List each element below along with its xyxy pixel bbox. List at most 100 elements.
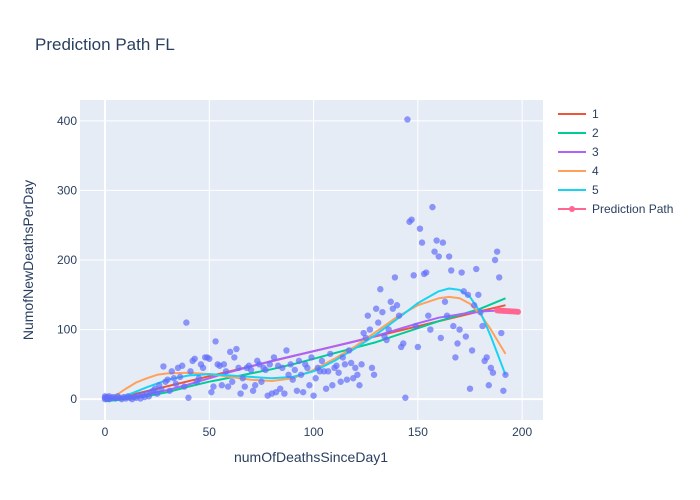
data-point — [435, 253, 442, 260]
data-point — [231, 354, 238, 361]
legend-item-prediction-path[interactable]: Prediction Path — [558, 202, 673, 216]
data-point — [364, 312, 372, 319]
data-point — [377, 286, 384, 293]
data-point — [222, 368, 230, 375]
data-point — [166, 387, 173, 394]
scatter-points — [101, 116, 509, 403]
data-point — [220, 361, 228, 368]
legend-label: 3 — [592, 145, 599, 159]
data-point — [251, 382, 259, 389]
data-point — [477, 308, 484, 316]
data-point — [241, 383, 248, 390]
data-point — [352, 364, 359, 372]
legend-item-3[interactable]: 3 — [558, 145, 599, 159]
data-point — [414, 343, 422, 351]
legend-label: 2 — [592, 126, 599, 140]
data-point — [452, 354, 459, 361]
data-point — [304, 364, 311, 372]
data-point — [266, 361, 273, 368]
data-point — [322, 385, 330, 392]
data-point — [479, 322, 486, 330]
data-point — [181, 383, 188, 390]
data-point — [412, 322, 419, 330]
data-point — [233, 345, 240, 353]
y-tick-label: 0 — [70, 392, 77, 406]
data-point — [224, 383, 232, 390]
data-point — [391, 274, 399, 281]
data-point — [343, 376, 351, 383]
data-point — [158, 386, 165, 393]
data-point — [498, 329, 505, 337]
data-point — [237, 390, 244, 397]
data-point — [291, 366, 299, 374]
data-point — [372, 305, 380, 312]
data-point — [191, 355, 198, 362]
data-point — [402, 394, 409, 401]
data-point — [164, 376, 171, 383]
data-point — [360, 329, 367, 337]
data-point — [487, 364, 495, 372]
data-point — [172, 380, 180, 388]
data-point — [491, 256, 499, 264]
data-point — [226, 348, 234, 356]
legend-item-1[interactable]: 1 — [558, 107, 599, 121]
legend-label: 4 — [592, 164, 599, 178]
x-tick-label: 150 — [408, 425, 428, 439]
data-point — [160, 363, 167, 370]
data-point — [462, 333, 470, 340]
grid — [80, 100, 543, 420]
data-point — [327, 350, 334, 358]
data-point — [433, 237, 440, 244]
legend-item-4[interactable]: 4 — [558, 164, 599, 178]
data-point — [277, 385, 284, 392]
x-tick-label: 100 — [304, 425, 324, 439]
data-point — [306, 382, 313, 389]
data-point — [335, 369, 342, 376]
chart-title: Prediction Path FL — [35, 35, 175, 54]
data-point — [387, 298, 394, 305]
data-point — [493, 248, 501, 255]
legend-item-2[interactable]: 2 — [558, 126, 599, 140]
legend[interactable]: 1 2 3 4 5 Prediction Path — [558, 107, 673, 216]
data-point — [210, 383, 217, 390]
data-point — [429, 203, 436, 211]
data-point — [170, 375, 178, 382]
data-point — [416, 225, 424, 232]
data-point — [404, 116, 411, 123]
legend-item-5[interactable]: 5 — [558, 183, 599, 197]
data-point — [443, 312, 451, 319]
data-point — [218, 382, 226, 389]
data-point — [500, 387, 507, 394]
data-point — [178, 362, 186, 369]
data-point — [418, 239, 426, 246]
data-point — [289, 376, 296, 383]
y-tick-label: 300 — [57, 183, 77, 197]
data-point — [368, 364, 376, 372]
data-point — [206, 355, 213, 362]
data-point — [341, 361, 349, 368]
data-point — [168, 368, 175, 375]
data-point — [329, 382, 336, 389]
data-point — [345, 347, 353, 354]
data-point — [468, 347, 476, 354]
data-point — [450, 322, 457, 330]
data-point — [208, 388, 215, 396]
y-tick-labels: 0 100 200 300 400 — [57, 114, 77, 406]
legend-label: 5 — [592, 183, 599, 197]
data-point — [235, 364, 242, 372]
data-point — [408, 216, 415, 223]
data-point — [445, 253, 453, 260]
data-point — [458, 269, 465, 276]
data-point — [470, 302, 478, 309]
data-point — [464, 291, 472, 298]
y-tick-label: 100 — [57, 323, 77, 337]
data-point — [287, 361, 294, 368]
data-point — [337, 378, 344, 385]
data-point — [423, 269, 430, 276]
x-axis-title: numOfDeathsSinceDay1 — [234, 449, 388, 465]
data-point — [295, 357, 303, 365]
data-point — [229, 378, 236, 385]
data-point — [153, 390, 161, 397]
data-point — [283, 347, 290, 354]
